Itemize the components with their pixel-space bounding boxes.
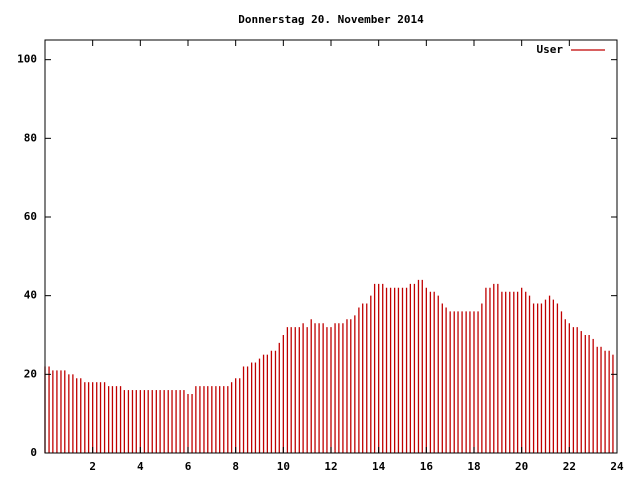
x-tick-label: 14 (372, 460, 386, 473)
x-tick-label: 12 (324, 460, 337, 473)
x-tick-label: 6 (185, 460, 192, 473)
y-tick-label: 20 (24, 367, 37, 380)
legend-label: User (537, 43, 564, 56)
y-tick-label: 80 (24, 131, 37, 144)
x-tick-label: 24 (610, 460, 624, 473)
y-tick-label: 60 (24, 210, 37, 223)
x-tick-label: 10 (277, 460, 290, 473)
x-tick-label: 8 (232, 460, 239, 473)
x-tick-label: 4 (137, 460, 144, 473)
chart-title: Donnerstag 20. November 2014 (238, 13, 424, 26)
y-tick-label: 40 (24, 289, 37, 302)
x-tick-label: 18 (467, 460, 480, 473)
y-tick-label: 0 (30, 446, 37, 459)
x-tick-label: 2 (89, 460, 96, 473)
x-tick-label: 20 (515, 460, 528, 473)
x-tick-label: 16 (420, 460, 434, 473)
x-tick-label: 22 (563, 460, 576, 473)
y-tick-label: 100 (17, 53, 37, 66)
